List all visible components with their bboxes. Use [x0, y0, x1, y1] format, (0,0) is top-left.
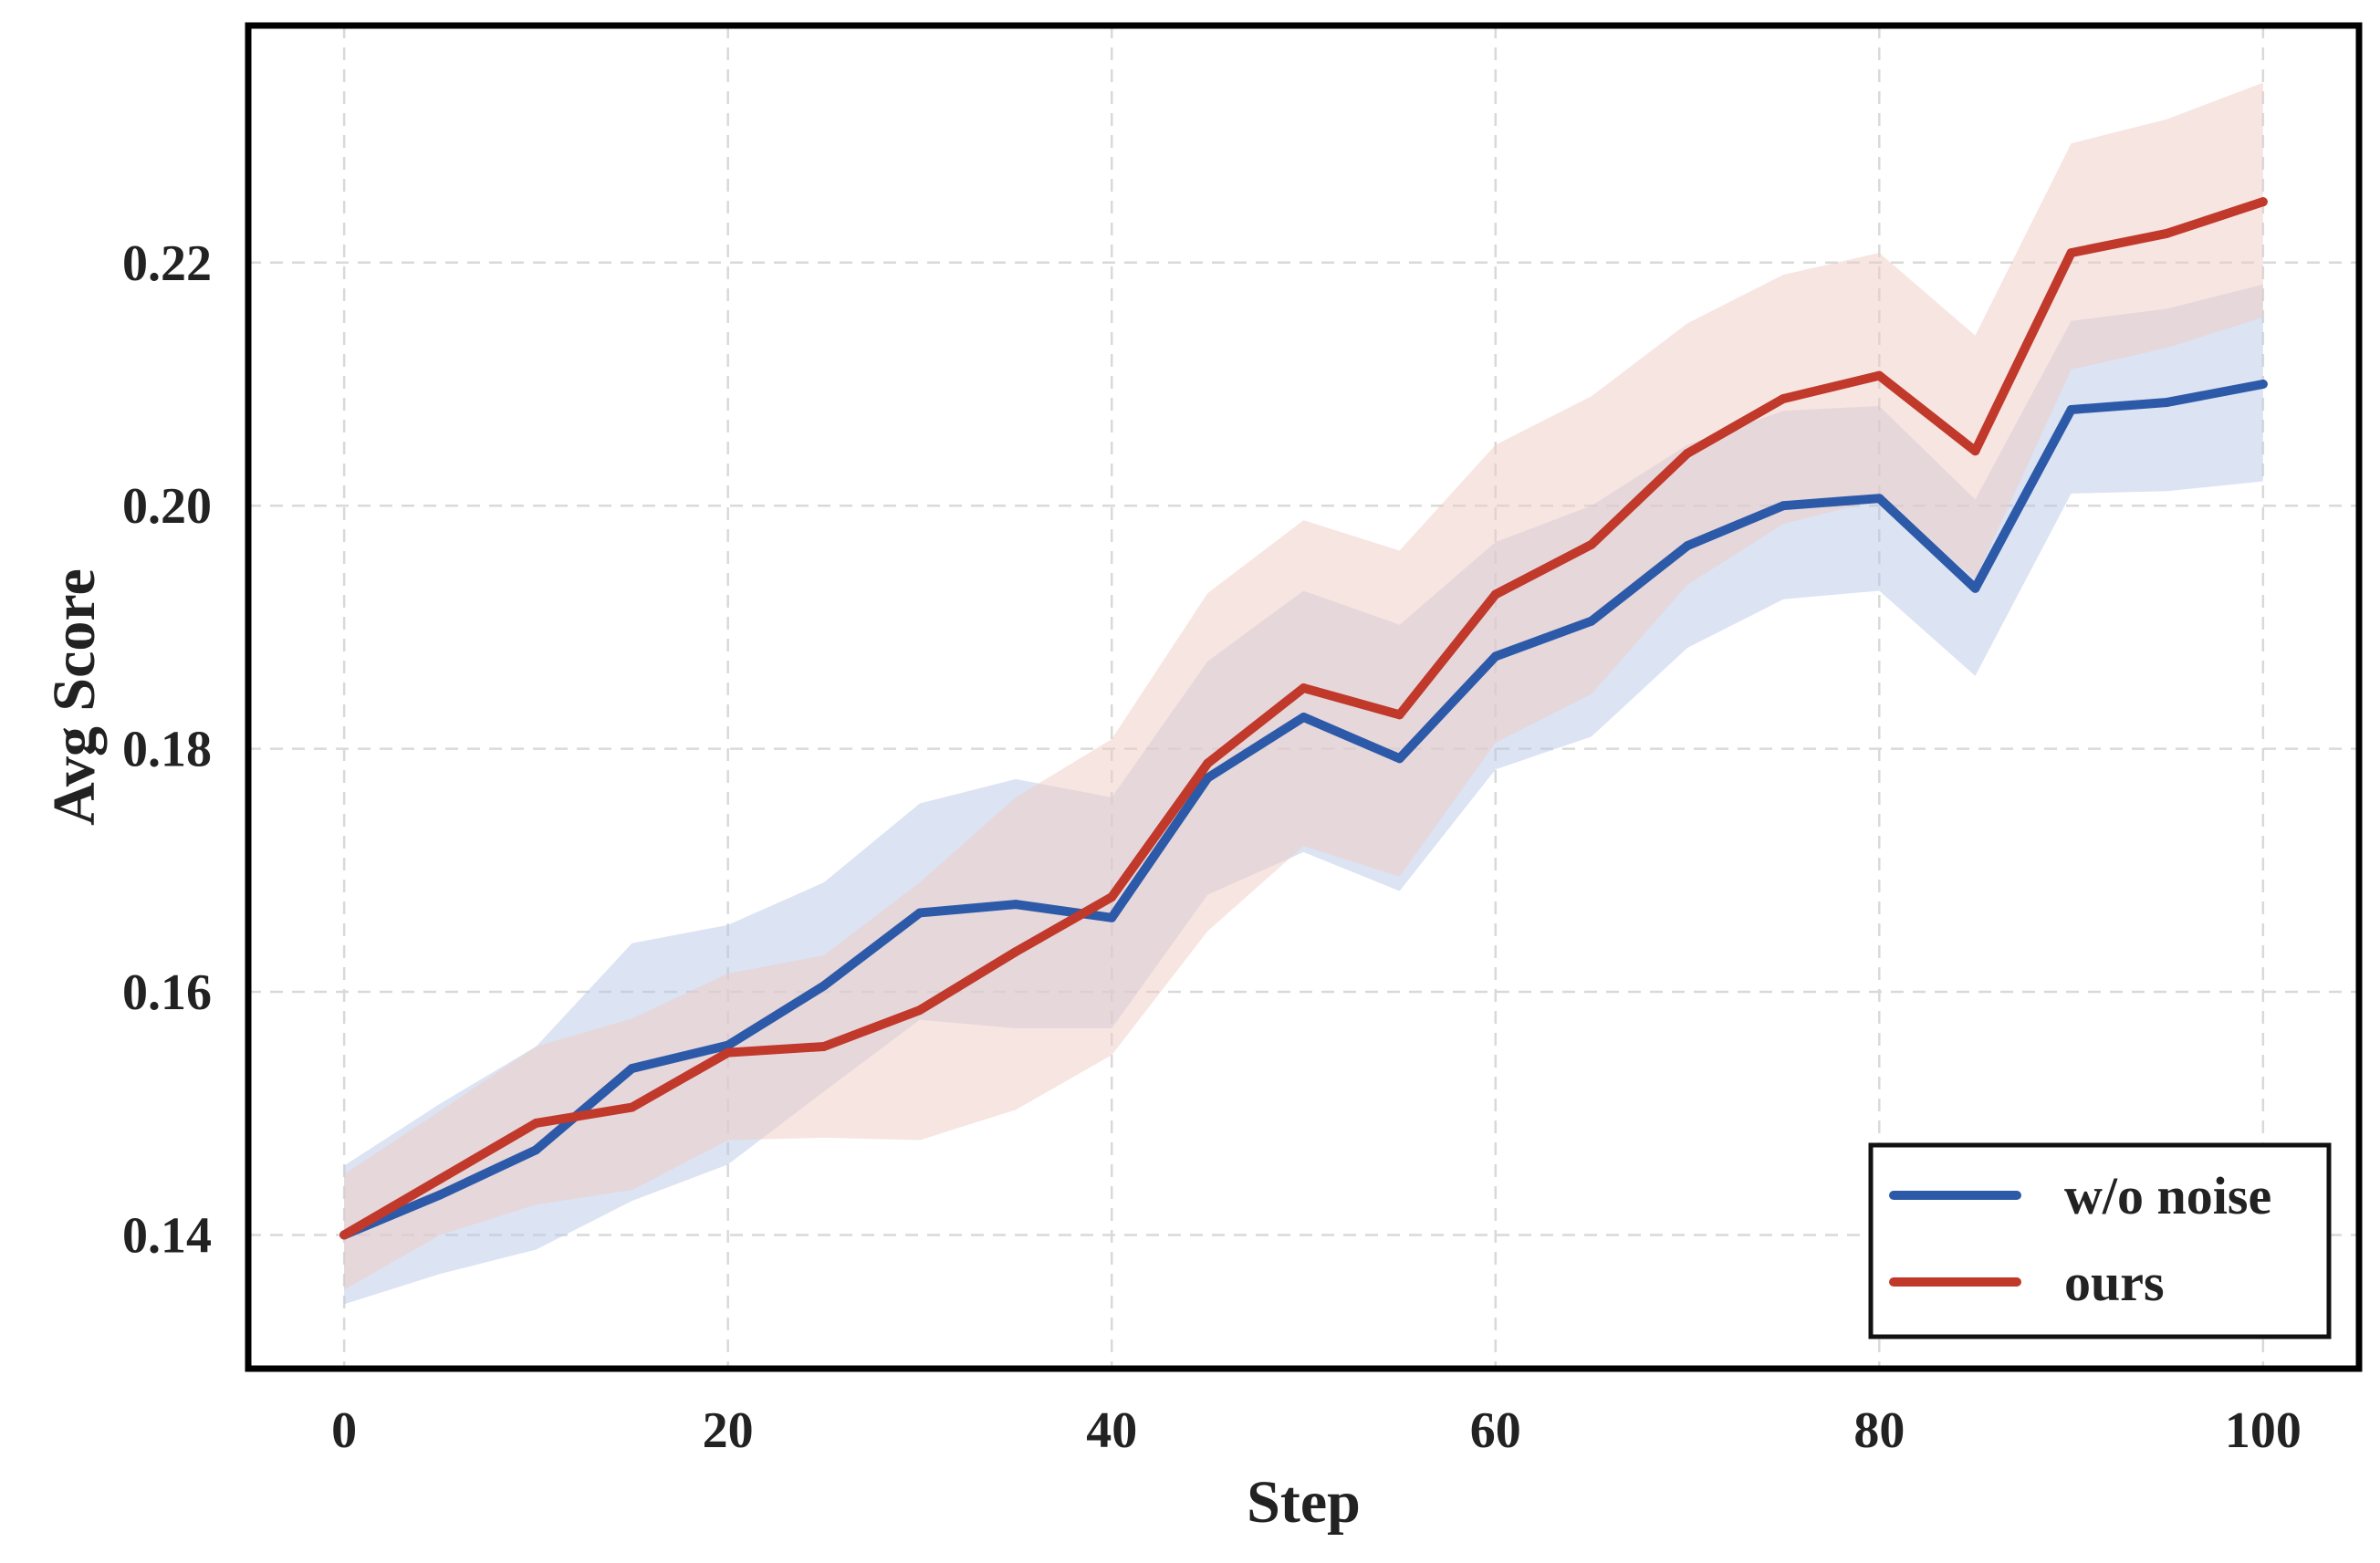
y-tick-label: 0.18 — [122, 722, 212, 778]
data-point-ours — [1203, 758, 1213, 768]
x-tick-label: 60 — [1470, 1402, 1521, 1459]
data-point-w-o-noise — [2162, 397, 2172, 407]
x-tick-label: 40 — [1086, 1402, 1137, 1459]
data-point-ours — [1586, 539, 1596, 549]
data-point-w-o-noise — [819, 981, 829, 991]
data-point-w-o-noise — [2066, 404, 2076, 414]
series-lines — [339, 197, 2268, 1240]
data-point-ours — [1490, 589, 1500, 599]
data-point-w-o-noise — [2258, 379, 2268, 389]
x-tick-label: 80 — [1853, 1402, 1905, 1459]
data-point-w-o-noise — [1779, 501, 1789, 511]
data-point-ours — [723, 1047, 733, 1058]
data-point-w-o-noise — [1490, 651, 1500, 662]
data-point-w-o-noise — [627, 1063, 637, 1073]
y-tick-label: 0.20 — [122, 478, 212, 535]
data-point-ours — [435, 1174, 445, 1184]
data-point-w-o-noise — [1586, 616, 1596, 626]
data-point-ours — [914, 1006, 924, 1016]
y-tick-label: 0.14 — [122, 1207, 212, 1264]
x-axis-title: Step — [1247, 1469, 1361, 1536]
data-point-ours — [2066, 248, 2076, 258]
y-tick-label: 0.16 — [122, 964, 212, 1021]
data-point-ours — [339, 1230, 350, 1240]
data-point-ours — [2162, 228, 2172, 238]
data-point-w-o-noise — [1874, 494, 1884, 504]
legend-label-ours: ours — [2064, 1253, 2165, 1312]
legend-label-w-o-noise: w/o noise — [2064, 1166, 2271, 1225]
data-point-w-o-noise — [1970, 583, 1980, 593]
data-point-ours — [531, 1118, 541, 1128]
data-point-w-o-noise — [531, 1145, 541, 1155]
data-point-ours — [627, 1102, 637, 1112]
y-tick-label: 0.22 — [122, 235, 212, 292]
data-point-ours — [1779, 393, 1789, 403]
data-point-ours — [1299, 683, 1309, 693]
data-point-w-o-noise — [435, 1190, 445, 1200]
data-point-w-o-noise — [723, 1040, 733, 1050]
data-point-ours — [2258, 197, 2268, 207]
y-axis-title: Avg Score — [41, 568, 108, 826]
x-tick-label: 20 — [703, 1402, 754, 1459]
data-point-w-o-noise — [914, 908, 924, 918]
data-point-w-o-noise — [1683, 541, 1693, 551]
data-point-w-o-noise — [1299, 712, 1309, 722]
data-point-ours — [1683, 448, 1693, 458]
data-point-ours — [819, 1041, 829, 1051]
data-point-w-o-noise — [1011, 900, 1021, 910]
x-axis-ticks: 0 20 40 60 80 100 — [331, 1402, 2302, 1459]
data-point-w-o-noise — [1394, 754, 1404, 764]
legend: w/o noise ours — [1868, 1142, 2332, 1339]
data-point-ours — [1394, 710, 1404, 720]
data-point-w-o-noise — [1107, 912, 1117, 922]
data-point-ours — [1874, 370, 1884, 380]
x-tick-label: 0 — [331, 1402, 357, 1459]
data-point-ours — [1011, 947, 1021, 957]
data-point-ours — [1107, 892, 1117, 902]
plot-frame — [245, 22, 2363, 1372]
data-point-w-o-noise — [1203, 773, 1213, 783]
x-tick-label: 100 — [2225, 1402, 2302, 1459]
data-point-ours — [1970, 446, 1980, 456]
y-axis-ticks: 0.14 0.16 0.18 0.20 0.22 — [122, 235, 212, 1265]
legend-box — [1868, 1142, 2332, 1339]
